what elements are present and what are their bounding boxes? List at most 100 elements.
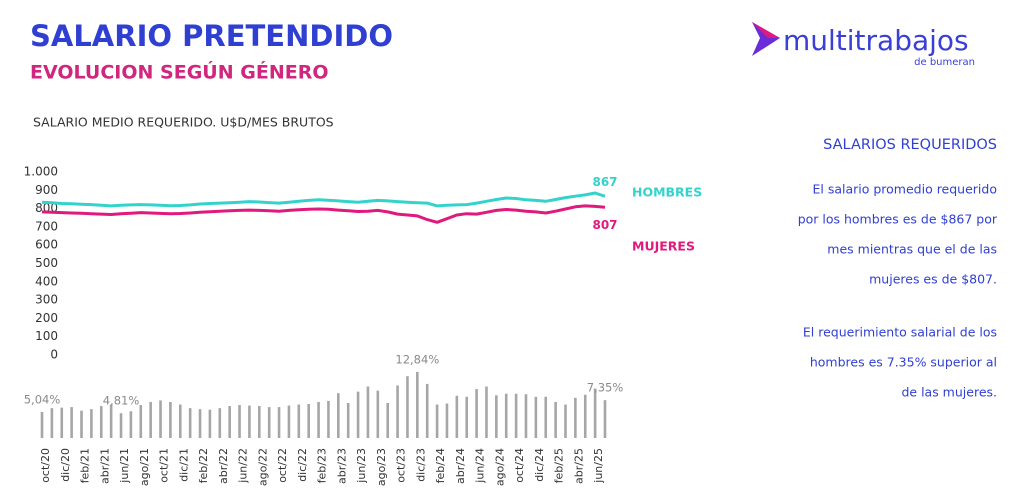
bar [376, 390, 380, 438]
bar [465, 396, 469, 438]
y-tick-label: 300 [35, 293, 58, 307]
x-tick-label: feb/25 [553, 448, 566, 483]
bar [159, 400, 162, 438]
bar [534, 396, 538, 438]
bar [327, 400, 330, 438]
x-tick-label: abr/21 [98, 448, 111, 484]
bar [346, 402, 350, 438]
title: SALARIO PRETENDIDO [30, 19, 393, 53]
subtitle: EVOLUCION SEGÚN GÉNERO [30, 60, 328, 84]
logo: multitrabajos de bumeran [752, 22, 975, 68]
value-label: 5,04% [24, 393, 61, 407]
x-tick-label: ago/21 [138, 448, 151, 486]
y-tick-label: 400 [35, 274, 58, 288]
value-label: 4,81% [103, 394, 140, 408]
x-tick-label: dic/21 [177, 448, 190, 482]
bar [149, 401, 152, 438]
bar [277, 407, 281, 438]
x-tick-label: jun/22 [237, 448, 250, 484]
value-label: 7,35% [587, 381, 624, 395]
x-tick-label: jun/23 [355, 448, 368, 484]
legend-label: MUJERES [632, 239, 695, 254]
x-tick-label: feb/21 [79, 448, 92, 483]
bar [50, 408, 54, 438]
x-tick-label: abr/23 [335, 448, 348, 484]
x-tick-label: jun/21 [118, 448, 131, 484]
value-label: 12,84% [395, 352, 439, 366]
bar [169, 401, 172, 438]
bar [593, 388, 597, 438]
x-tick-label: oct/23 [395, 448, 408, 483]
x-tick-label: abr/25 [572, 448, 585, 484]
bar [544, 396, 548, 438]
x-tick-label: dic/24 [533, 448, 546, 482]
bar [99, 406, 103, 438]
bar [475, 389, 478, 438]
bar [188, 408, 192, 438]
bar [178, 404, 182, 438]
x-tick-label: feb/24 [434, 448, 447, 483]
bar [603, 400, 607, 438]
bar [416, 371, 419, 438]
x-tick-label: feb/22 [197, 448, 210, 483]
bar [554, 401, 557, 438]
panel-text: mes mientras que el de las [827, 242, 997, 257]
x-tick-label: dic/20 [59, 448, 72, 482]
x-tick-label: oct/22 [276, 448, 289, 483]
bar [109, 404, 113, 438]
x-tick-label: jun/24 [474, 448, 487, 484]
bar [238, 405, 241, 438]
bar [129, 411, 133, 438]
x-tick-label: ago/23 [375, 448, 388, 486]
x-tick-label: dic/23 [414, 448, 427, 482]
bar [80, 410, 83, 438]
bar [267, 407, 271, 438]
bar [90, 409, 93, 438]
x-tick-label: ago/24 [493, 448, 506, 486]
x-tick-label: oct/24 [513, 448, 526, 483]
logo-tagline: de bumeran [914, 57, 975, 68]
x-tick-label: oct/20 [39, 448, 52, 483]
chart-caption: SALARIO MEDIO REQUERIDO. U$D/MES BRUTOS [33, 115, 334, 130]
bar [514, 393, 518, 438]
bar [248, 405, 251, 438]
plot: 01002003004005006007008009001.000867HOMB… [24, 165, 703, 487]
y-tick-label: 200 [35, 311, 58, 325]
bar [455, 395, 459, 438]
logo-name: multitrabajos [783, 24, 969, 57]
x-tick-label: ago/22 [256, 448, 269, 486]
series-line [41, 204, 606, 224]
bar [435, 404, 439, 438]
x-tick-label: abr/24 [454, 448, 467, 484]
bar [119, 413, 123, 438]
logo-icon-accent [752, 22, 780, 38]
bar [485, 386, 488, 438]
bar [564, 404, 567, 438]
panel-text: por los hombres es de $867 por [798, 212, 998, 227]
bar [287, 405, 291, 438]
bar [495, 395, 498, 438]
y-tick-label: 900 [35, 183, 58, 197]
panel-text: hombres es 7.35% superior al [810, 355, 997, 370]
panel-title: SALARIOS REQUERIDOS [823, 137, 997, 153]
bar [218, 408, 222, 438]
bar [70, 407, 73, 438]
panel-text: mujeres es de $807. [869, 272, 997, 287]
bar [504, 393, 508, 438]
bar [445, 403, 449, 438]
x-tick-label: feb/23 [316, 448, 329, 483]
bar [139, 405, 143, 438]
bar [198, 409, 202, 438]
y-tick-label: 1.000 [24, 165, 58, 179]
bar [297, 404, 301, 438]
y-tick-label: 0 [50, 348, 58, 362]
panel: El salario promedio requerido por los hom… [798, 182, 998, 400]
value-label: 807 [592, 218, 617, 232]
bar [257, 406, 261, 438]
x-tick-label: abr/22 [217, 448, 230, 484]
x-tick-label: dic/22 [296, 448, 309, 482]
bar [366, 386, 370, 438]
bar [228, 406, 231, 438]
y-tick-label: 100 [35, 329, 58, 343]
